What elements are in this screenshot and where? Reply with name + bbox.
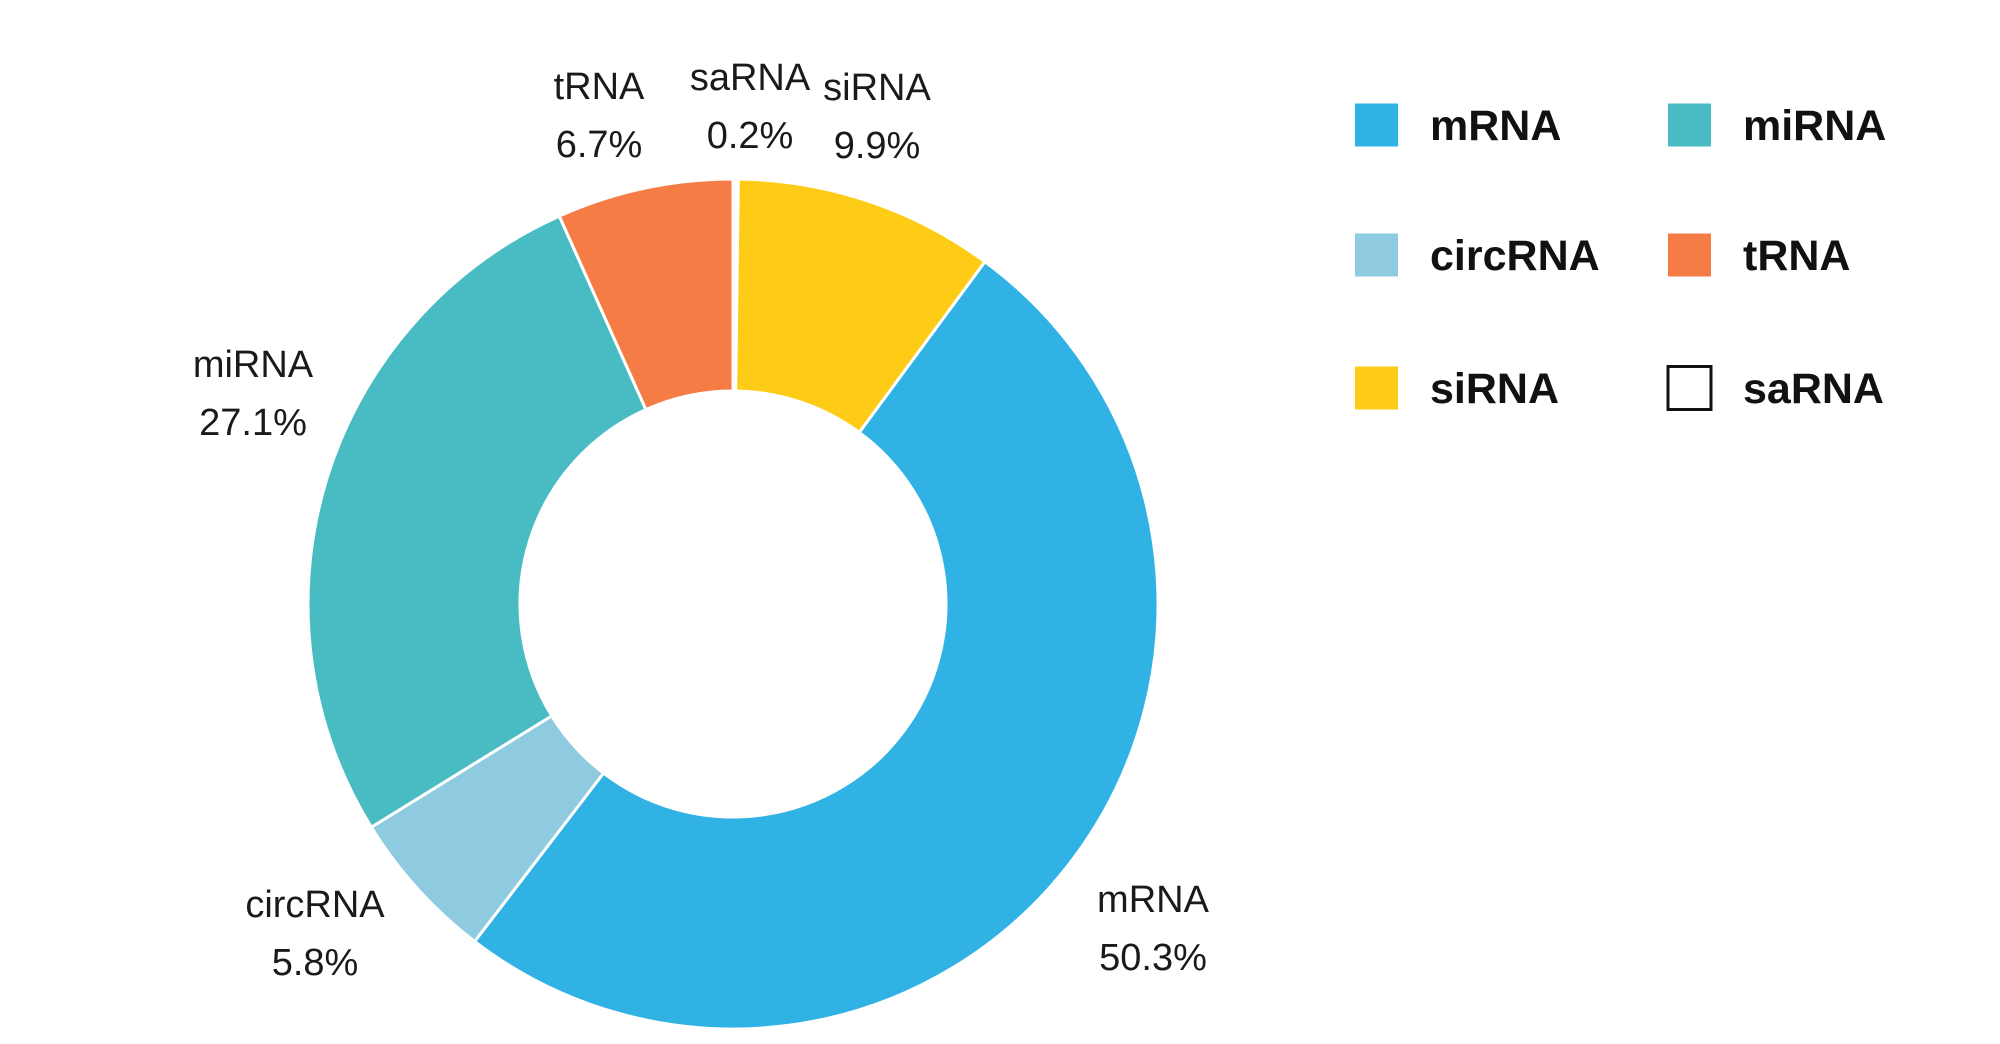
slice-label-circrna-name: circRNA <box>245 884 385 926</box>
slice-label-mrna-name: mRNA <box>1097 879 1210 921</box>
slice-sirna <box>734 177 987 434</box>
legend-label-sarna: saRNA <box>1743 365 1884 413</box>
slice-label-mirna-name: miRNA <box>193 344 314 386</box>
slice-label-circrna-value: 5.8% <box>272 942 359 984</box>
legend-swatch-mrna <box>1355 103 1398 147</box>
slice-label-sarna-name: saRNA <box>690 57 811 99</box>
legend-label-mirna: miRNA <box>1743 102 1886 150</box>
legend-label-trna: tRNA <box>1743 232 1850 280</box>
slice-label-trna-value: 6.7% <box>556 124 643 166</box>
legend-swatch-sirna <box>1355 366 1398 410</box>
legend-swatch-sarna <box>1666 365 1713 411</box>
slice-mirna <box>306 214 648 829</box>
legend-swatch-mirna <box>1668 103 1711 147</box>
legend: mRNA miRNA circRNA tRNA siRNA saRNA <box>1355 102 1886 413</box>
slice-label-sirna-value: 9.9% <box>834 125 921 167</box>
slice-label-mirna-value: 27.1% <box>199 402 307 444</box>
donut-slices <box>306 177 1160 1031</box>
slice-label-sirna-name: siRNA <box>823 67 931 109</box>
legend-label-sirna: siRNA <box>1430 365 1559 413</box>
legend-swatch-circrna <box>1355 233 1398 277</box>
legend-swatch-trna <box>1668 233 1711 277</box>
slice-label-mrna-value: 50.3% <box>1099 937 1207 979</box>
slice-labels: saRNA 0.2% siRNA 9.9% mRNA 50.3% circRNA 5.8% mi… <box>193 57 1210 984</box>
legend-label-circrna: circRNA <box>1430 232 1600 280</box>
slice-trna <box>557 177 735 412</box>
slice-label-sarna-value: 0.2% <box>707 115 794 157</box>
slice-label-trna-name: tRNA <box>554 66 645 108</box>
slice-mrna <box>473 260 1160 1031</box>
legend-label-mrna: mRNA <box>1430 102 1561 150</box>
